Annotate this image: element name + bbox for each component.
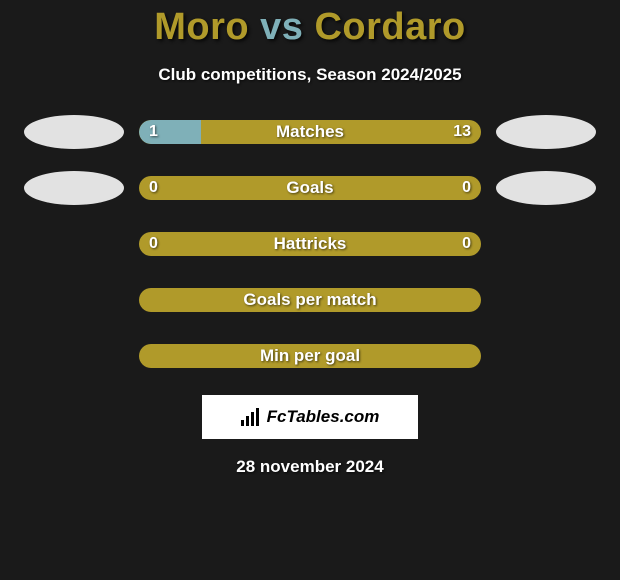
bar-chart-icon (241, 408, 263, 426)
stat-right-value: 0 (462, 179, 471, 197)
player2-badge (496, 227, 596, 261)
stat-label: Goals per match (139, 290, 481, 310)
stat-bar: Goals per match (139, 288, 481, 312)
stat-rows: 1Matches130Goals00Hattricks0Goals per ma… (24, 85, 596, 373)
footer-brand-box[interactable]: FcTables.com (202, 395, 418, 439)
stat-bar: 0Goals0 (139, 176, 481, 200)
stat-bar: 0Hattricks0 (139, 232, 481, 256)
player1-badge (24, 339, 124, 373)
vs-text: vs (260, 6, 303, 48)
stat-bar: Min per goal (139, 344, 481, 368)
stat-label: Goals (139, 178, 481, 198)
player2-badge (496, 115, 596, 149)
stat-bar: 1Matches13 (139, 120, 481, 144)
stat-row: 1Matches13 (24, 115, 596, 149)
stat-label: Hattricks (139, 234, 481, 254)
player1-name: Moro (154, 6, 249, 48)
player1-badge (24, 171, 124, 205)
stat-row: 0Hattricks0 (24, 227, 596, 261)
page-title: Moro vs Cordaro (154, 6, 466, 49)
player2-badge (496, 339, 596, 373)
player1-badge (24, 283, 124, 317)
stat-right-value: 13 (453, 123, 471, 141)
player2-badge (496, 283, 596, 317)
comparison-card: Moro vs Cordaro Club competitions, Seaso… (0, 0, 620, 477)
footer-brand-text: FcTables.com (267, 407, 380, 427)
stat-row: 0Goals0 (24, 171, 596, 205)
stat-label: Min per goal (139, 346, 481, 366)
player2-badge (496, 171, 596, 205)
stat-right-value: 0 (462, 235, 471, 253)
stat-row: Goals per match (24, 283, 596, 317)
subtitle: Club competitions, Season 2024/2025 (158, 65, 461, 85)
stat-row: Min per goal (24, 339, 596, 373)
date-text: 28 november 2024 (236, 457, 383, 477)
stat-label: Matches (139, 122, 481, 142)
footer-brand: FcTables.com (241, 407, 380, 427)
player2-name: Cordaro (314, 6, 465, 48)
player1-badge (24, 227, 124, 261)
player1-badge (24, 115, 124, 149)
